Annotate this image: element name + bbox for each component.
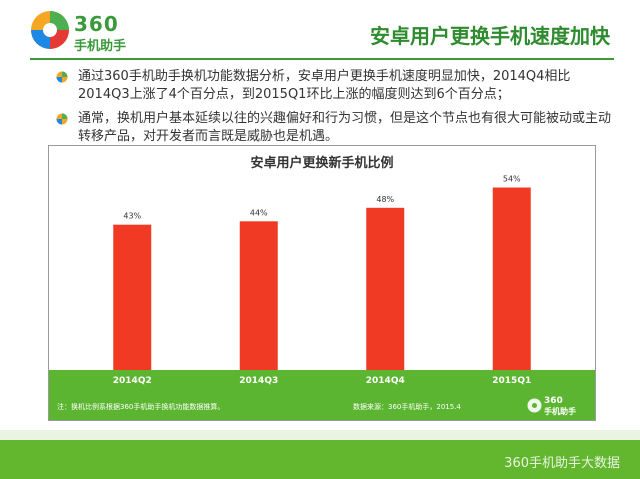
- bullet-item: 通过360手机助手换机功能数据分析，安卓用户更换手机速度明显加快，2014Q4相…: [56, 68, 616, 104]
- bullet-logo-icon: [56, 71, 68, 83]
- data-label: 43%: [123, 212, 141, 221]
- bullet-text: 通常，换机用户基本延续以往的兴趣偏好和行为习惯，但是这个节点也有很大可能被动或主…: [78, 111, 612, 144]
- bullet-list: 通过360手机助手换机功能数据分析，安卓用户更换手机速度明显加快，2014Q4相…: [56, 68, 616, 152]
- x-tick-label: 2014Q3: [239, 376, 278, 386]
- chart-title: 安卓用户更换新手机比例: [250, 156, 394, 171]
- bar-chart: 安卓用户更换新手机比例 43% 2014Q2 44% 2014Q3 48% 2014Q4 5…: [48, 145, 596, 421]
- bullet-text: 通过360手机助手换机功能数据分析，安卓用户更换手机速度明显加快，2014Q4相…: [78, 69, 571, 102]
- bar: [492, 187, 531, 370]
- bar: [239, 221, 278, 370]
- data-label: 44%: [250, 208, 268, 217]
- x-tick-label: 2014Q4: [366, 376, 405, 386]
- chart-logo-number: 360: [544, 396, 563, 406]
- app-logo: 360 手机助手: [30, 10, 160, 58]
- data-label: 48%: [376, 195, 394, 204]
- logo-number: 360: [74, 12, 119, 36]
- title-divider: [30, 58, 614, 60]
- bullet-item: 通常，换机用户基本延续以往的兴趣偏好和行为习惯，但是这个节点也有很大可能被动或主…: [56, 110, 616, 146]
- x-axis-band: [49, 370, 595, 420]
- footer-band: [0, 440, 640, 479]
- page-title: 安卓用户更换手机速度加快: [370, 24, 610, 48]
- bullet-logo-icon: [56, 113, 68, 125]
- x-tick-label: 2015Q1: [492, 376, 531, 386]
- bar: [366, 207, 405, 370]
- chart-logo-emblem-icon: [527, 398, 542, 413]
- chart-plot: 43% 2014Q2 44% 2014Q3 48% 2014Q4 54% 2015Q1: [113, 175, 531, 386]
- chart-logo-name: 手机助手: [544, 407, 576, 416]
- bar: [113, 224, 152, 370]
- data-label: 54%: [503, 175, 521, 184]
- logo-emblem-icon: [31, 11, 69, 49]
- chart-logo: 360 手机助手: [527, 396, 589, 416]
- chart-footnote: 注：换机比例系根据360手机助手换机功能数据推算。: [57, 403, 225, 411]
- footer-watermark: 360手机助手大数据: [504, 456, 620, 471]
- chart-source: 数据来源：360手机助手，2015.4: [353, 403, 461, 411]
- footer-stripe: [0, 430, 640, 440]
- x-tick-label: 2014Q2: [113, 376, 152, 386]
- logo-name: 手机助手: [74, 39, 127, 54]
